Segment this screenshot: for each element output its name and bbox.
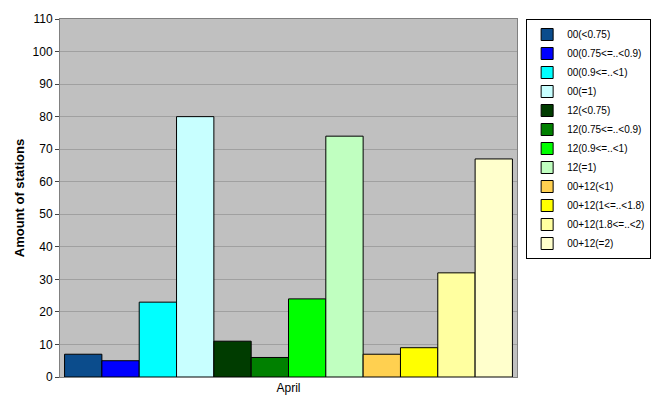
svg-text:00(<0.75): 00(<0.75) — [567, 29, 610, 40]
svg-text:40: 40 — [39, 240, 53, 254]
svg-text:00+12(1.8<=..<2): 00+12(1.8<=..<2) — [567, 219, 644, 230]
svg-text:0: 0 — [46, 370, 53, 384]
svg-text:00(0.9<=..<1): 00(0.9<=..<1) — [567, 67, 627, 78]
svg-text:Amount of stations: Amount of stations — [12, 139, 27, 257]
svg-text:10: 10 — [39, 338, 53, 352]
svg-text:20: 20 — [39, 305, 53, 319]
svg-text:12(=1): 12(=1) — [567, 162, 596, 173]
svg-text:00+12(=2): 00+12(=2) — [567, 238, 613, 249]
svg-text:00+12(<1): 00+12(<1) — [567, 181, 613, 192]
svg-text:50: 50 — [39, 207, 53, 221]
svg-text:00(=1): 00(=1) — [567, 86, 596, 97]
svg-text:April: April — [276, 381, 300, 395]
svg-text:60: 60 — [39, 175, 53, 189]
svg-text:12(0.9<=..<1): 12(0.9<=..<1) — [567, 143, 627, 154]
svg-text:90: 90 — [39, 77, 53, 91]
svg-text:00+12(1<=..<1.8): 00+12(1<=..<1.8) — [567, 200, 644, 211]
svg-text:30: 30 — [39, 273, 53, 287]
svg-text:110: 110 — [33, 12, 52, 26]
svg-text:80: 80 — [39, 110, 53, 124]
svg-text:70: 70 — [39, 142, 53, 156]
svg-text:00(0.75<=..<0.9): 00(0.75<=..<0.9) — [567, 48, 641, 59]
svg-text:12(<0.75): 12(<0.75) — [567, 105, 610, 116]
svg-text:100: 100 — [33, 45, 53, 59]
svg-text:12(0.75<=..<0.9): 12(0.75<=..<0.9) — [567, 124, 641, 135]
